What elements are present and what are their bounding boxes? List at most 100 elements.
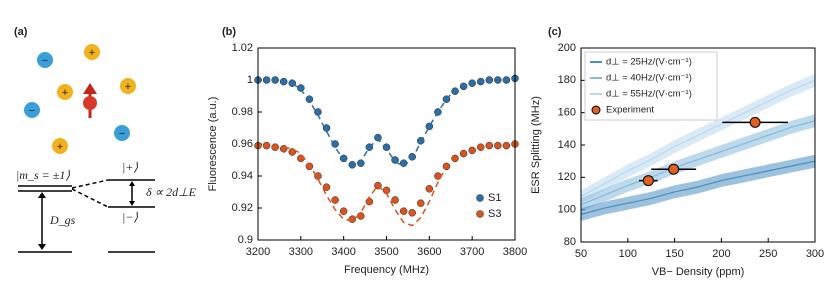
data-point: [271, 143, 279, 151]
x-axis-label: VB− Density (ppm): [652, 266, 745, 278]
data-point: [322, 124, 331, 132]
state-label: |−⟩: [122, 210, 138, 224]
x-tick-label: 3800: [503, 246, 527, 258]
legend-label: S3: [488, 208, 501, 220]
data-point: [451, 154, 459, 163]
data-point: [331, 140, 339, 148]
data-point: [399, 207, 408, 215]
data-point: [502, 76, 511, 84]
negative-charge: [37, 52, 53, 68]
y-tick-label: 200: [558, 42, 576, 54]
legend-label: d⊥ = 25Hz/(V·cm⁻¹): [606, 57, 692, 68]
charge-sign: +: [125, 81, 131, 93]
panel-a: (a) − − − + + + +: [14, 26, 197, 253]
fit-line: [291, 80, 473, 168]
band: [581, 154, 815, 221]
panel-label: (c): [548, 26, 562, 38]
data-point: [279, 145, 288, 153]
data-point: [314, 172, 322, 180]
y-tick-label: 0.96: [232, 138, 253, 150]
legend-label: Experiment: [606, 105, 654, 116]
x-tick-label: 3400: [331, 246, 355, 258]
charge-sign: +: [57, 141, 63, 153]
data-point: [279, 77, 288, 86]
x-tick-label: 3200: [246, 246, 270, 258]
data-point: [322, 183, 331, 191]
legend-box: [584, 51, 718, 121]
arrow-head: [129, 181, 135, 186]
experiment-point: [749, 116, 761, 128]
x-tick-label: 50: [575, 248, 587, 260]
zero-field-label: D_gs: [49, 213, 76, 227]
arrow-head: [129, 201, 135, 206]
data-point: [357, 159, 365, 167]
spin-arrow-head: [83, 83, 97, 94]
data-point: [297, 84, 305, 92]
data-point: [434, 172, 442, 180]
data-point: [485, 141, 494, 150]
positive-charge: [57, 84, 73, 100]
data-point: [417, 199, 425, 207]
x-tick-label: 250: [759, 248, 777, 260]
data-point: [408, 209, 416, 217]
charge-sign: −: [119, 128, 125, 140]
data-point: [391, 196, 399, 204]
data-point: [468, 79, 476, 87]
plot-area: [254, 74, 519, 227]
y-tick-label: 1: [247, 74, 253, 86]
data-point: [425, 185, 434, 193]
series-line: [580, 79, 816, 198]
positive-charge: [52, 138, 68, 154]
data-point: [494, 141, 502, 150]
x-axis-label: Frequency (MHz): [344, 264, 429, 276]
chart: (c) VB− Density (ppm) ESR Splitting (MHz) 5…: [530, 26, 824, 278]
data-point: [305, 162, 314, 171]
negative-charge: [24, 102, 40, 118]
arrow-head: [38, 192, 46, 198]
x-tick-label: 200: [712, 248, 730, 260]
legend-marker: [476, 210, 484, 218]
charge-sign: +: [62, 87, 68, 99]
series-line: [580, 120, 816, 206]
charge-sign: −: [29, 105, 35, 117]
x-tick-label: 150: [665, 248, 683, 260]
data-point: [339, 207, 348, 215]
y-tick-label: 160: [558, 107, 576, 119]
arrow-head: [38, 244, 46, 250]
y-axis-label: Fluorescence (a.u.): [207, 97, 219, 192]
panel-label: (b): [222, 26, 236, 38]
data-point: [502, 141, 511, 150]
legend-label: S1: [488, 192, 501, 204]
fit-line: [283, 146, 448, 227]
spin: [83, 96, 97, 110]
data-point: [374, 133, 382, 142]
axes-frame: [580, 47, 816, 243]
state-label: |m_s = ±1⟩: [16, 168, 70, 182]
splitting-label: δ ∝ 2d⊥E: [146, 185, 197, 199]
data-point: [476, 143, 485, 151]
charge-sign: +: [89, 47, 95, 59]
legend-marker: [591, 105, 601, 115]
y-tick-label: 140: [558, 139, 576, 151]
charges: − − − + + + +: [24, 44, 136, 154]
legend-label: d⊥ = 40Hz/(V·cm⁻¹): [606, 73, 692, 84]
data-point: [339, 154, 348, 163]
data-point: [468, 146, 476, 155]
data-point: [459, 149, 468, 158]
y-tick-label: 0.98: [232, 106, 253, 118]
x-tick-label: 100: [619, 248, 637, 260]
x-tick-label: 3700: [460, 246, 484, 258]
legend-marker: [476, 194, 484, 202]
y-tick-label: 80: [564, 236, 576, 248]
series-line: [580, 160, 816, 216]
positive-charge: [84, 44, 100, 60]
data-point: [271, 76, 279, 84]
x-tick-label: 3500: [374, 246, 398, 258]
negative-charge: [114, 125, 130, 141]
panel-label: (a): [14, 26, 28, 38]
data-point: [331, 196, 339, 204]
data-point: [348, 161, 356, 169]
chart: (b) Frequency (MHz) Fluorescence (a.u.) 320…: [207, 26, 527, 276]
data-point: [494, 76, 502, 84]
